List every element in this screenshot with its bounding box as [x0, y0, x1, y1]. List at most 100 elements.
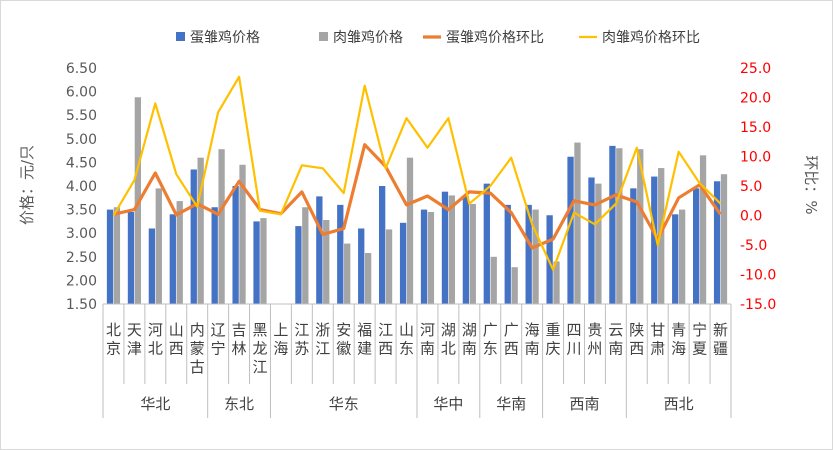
legend-label: 蛋雏鸡价格 [190, 29, 260, 46]
category-label: 安徽 [336, 321, 351, 358]
broiler-chick-price-bar [469, 203, 476, 304]
egg-chick-price-bar [316, 196, 323, 304]
legend-swatch [319, 32, 328, 41]
category-label: 重庆 [546, 321, 561, 358]
y-axis-left: 1.50 2.00 2.50 3.00 3.50 4.00 4.50 5.00 5.50 6.00… [66, 61, 97, 313]
broiler-chick-price-bar [678, 209, 686, 304]
egg-chick-price-bar [295, 226, 302, 304]
legend-swatch [176, 32, 185, 41]
broiler-chick-price-bar [553, 261, 560, 304]
broiler-chick-price-bar [637, 149, 644, 304]
y-tick-label: 3.50 [66, 203, 97, 219]
broiler-chick-price-bar [720, 174, 728, 304]
broiler-chick-price-bar [176, 201, 183, 304]
broiler-chick-price-bar [616, 148, 623, 304]
y-tick-label: 4.50 [66, 155, 97, 171]
egg-chick-price-bar [651, 176, 658, 304]
egg-chick-price-bar [148, 228, 156, 304]
broiler-chick-price-bar [511, 267, 518, 304]
egg-chick-price-bar [525, 204, 532, 304]
egg-chick-price-bar [588, 177, 595, 304]
egg-chick-price-bar [232, 186, 239, 304]
y-axis-title-right: 环比：% [802, 155, 820, 214]
egg-chick-price-bar [337, 204, 344, 304]
line-series [112, 75, 722, 271]
egg-chick-price-bar [190, 169, 197, 304]
egg-chick-price-bar [441, 191, 449, 304]
category-label: 上海 [273, 321, 288, 358]
broiler-chick-price-bar [344, 243, 351, 304]
egg-chick-price-bar [127, 211, 135, 304]
broiler-chick-price-bar [490, 256, 497, 304]
broiler-chick-price-bar [532, 209, 539, 304]
category-label: 河北 [148, 321, 163, 358]
y-tick-label: 2.00 [66, 273, 97, 289]
category-label: 甘肃 [650, 321, 665, 358]
broiler-chick-price-bar [218, 149, 225, 304]
category-label: 内蒙古 [190, 321, 205, 376]
y-tick-label: 5.50 [66, 108, 97, 124]
y2-tick-label: 5.0 [740, 179, 762, 195]
egg-chick-price-bar [567, 156, 574, 304]
legend-label: 肉雏鸡价格 [333, 29, 403, 46]
category-label: 河南 [420, 321, 435, 358]
broiler-chick-price-bar [323, 219, 330, 304]
y-tick-label: 1.50 [66, 297, 97, 313]
egg-chick-mom-line [113, 143, 722, 250]
y-tick-label: 6.00 [66, 85, 97, 101]
broiler-chick-price-bar [385, 229, 393, 304]
broiler-chick-price-bar [260, 218, 267, 304]
egg-chick-price-bar [253, 221, 260, 304]
category-label: 福建 [357, 321, 372, 358]
broiler-chick-price-bar [239, 164, 246, 304]
category-label: 山东 [399, 321, 414, 358]
category-label: 云南 [608, 321, 623, 358]
category-label: 陕西 [629, 321, 644, 358]
egg-chick-price-bar [713, 181, 721, 304]
y2-tick-label: 25.0 [740, 61, 771, 77]
broiler-chick-price-bar [574, 142, 581, 304]
y2-tick-label: -15.0 [740, 297, 776, 313]
broiler-chick-price-bar [302, 207, 309, 304]
region-group-label: 华南 [496, 395, 526, 413]
broiler-chick-price-bar [448, 195, 455, 304]
y2-tick-label: 20.0 [740, 91, 771, 107]
category-label: 浙江 [315, 321, 330, 358]
region-group-label: 西南 [569, 395, 599, 413]
egg-chick-price-bar [420, 209, 428, 304]
category-label: 广东 [483, 321, 498, 358]
category-label: 湖北 [441, 321, 456, 358]
category-label: 山西 [169, 321, 184, 358]
y2-tick-label: -5.0 [740, 238, 767, 254]
egg-chick-price-bar [211, 207, 218, 304]
category-label: 青海 [671, 321, 686, 358]
broiler-chick-price-bar [197, 157, 204, 304]
category-label: 北京 [106, 321, 121, 358]
y2-tick-label: 0.0 [740, 209, 762, 225]
egg-chick-price-bar [672, 214, 679, 304]
egg-chick-price-bar [462, 196, 470, 304]
broiler-chick-price-bar [155, 188, 162, 304]
region-group-label: 华中 [433, 395, 463, 413]
category-label: 江苏 [294, 321, 309, 358]
y2-tick-label: 15.0 [740, 120, 771, 136]
category-label: 天津 [127, 321, 142, 358]
region-group-label: 西北 [664, 395, 694, 413]
broiler-chick-price-bar [406, 157, 414, 304]
egg-chick-price-bar [169, 214, 176, 304]
category-label: 四川 [566, 321, 581, 358]
egg-chick-price-bar [630, 188, 637, 304]
egg-chick-price-bar [106, 209, 114, 304]
egg-chick-price-bar [358, 228, 365, 304]
category-label: 辽宁 [211, 321, 226, 358]
legend-label: 肉雏鸡价格环比 [602, 29, 700, 46]
y-tick-label: 4.00 [66, 179, 97, 195]
broiler-chick-price-bar [699, 155, 707, 304]
category-label: 湖南 [462, 321, 477, 358]
category-label: 广西 [504, 321, 519, 358]
egg-chick-price-bar [483, 183, 490, 304]
category-label: 新疆 [713, 321, 728, 358]
broiler-chick-price-bar [595, 183, 602, 304]
y-tick-label: 3.00 [66, 226, 97, 242]
